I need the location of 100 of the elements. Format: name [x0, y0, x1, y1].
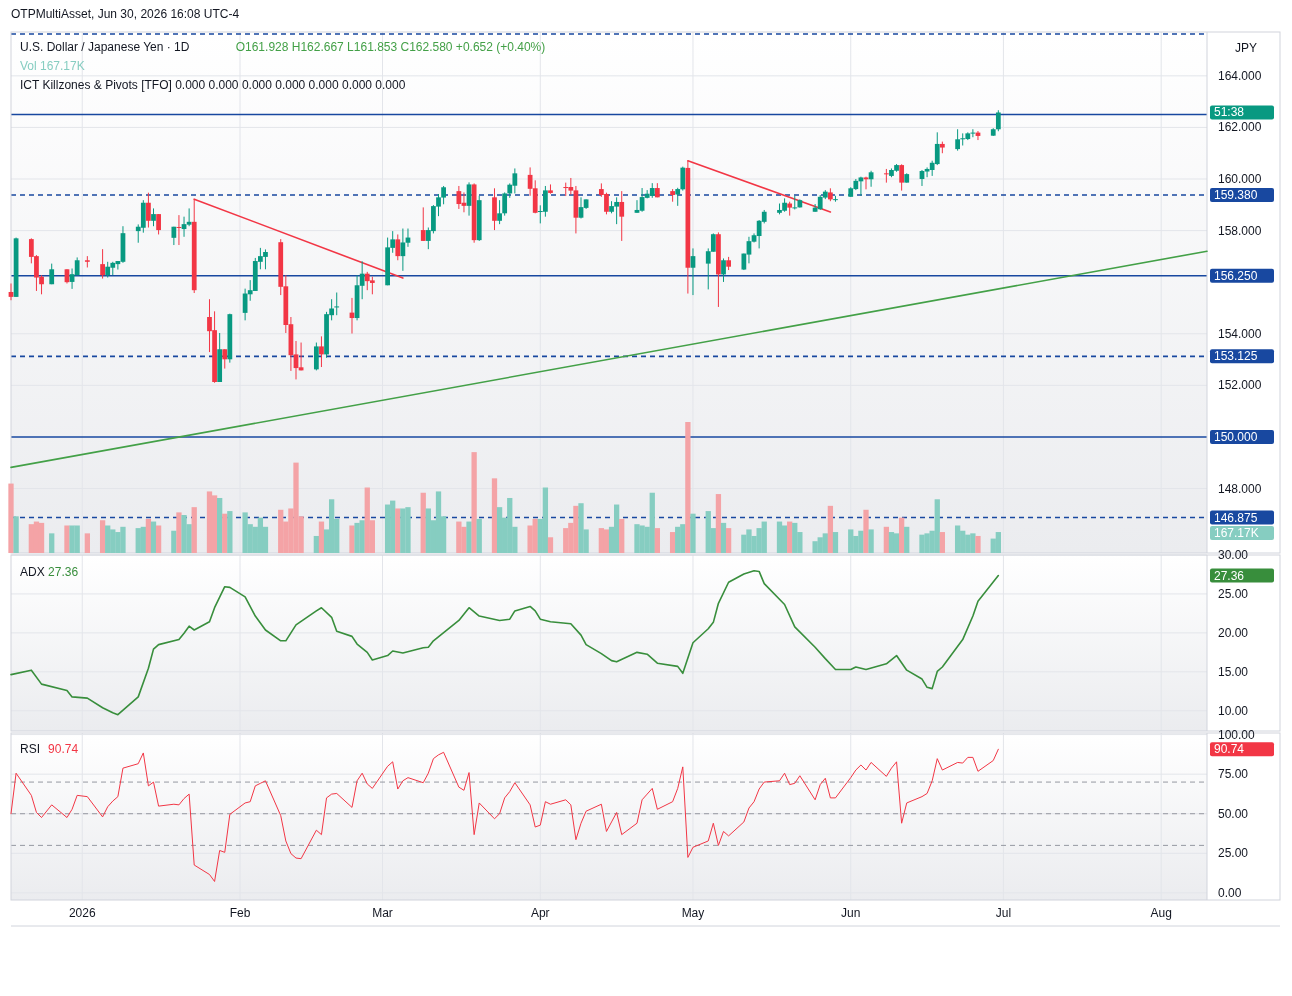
candlestick [563, 182, 569, 197]
candlestick [456, 185, 462, 210]
annotation: Vol 167.17K [20, 59, 85, 73]
bar [995, 532, 1001, 553]
ref-line-label: 159.380 [1214, 188, 1258, 203]
bar [868, 529, 874, 553]
y-tick-label: 100.00 [1218, 727, 1256, 742]
bar [613, 504, 620, 553]
bar [781, 525, 788, 553]
bar [84, 533, 90, 553]
bar [257, 517, 264, 553]
bar [8, 483, 14, 553]
y-tick-label: 160.000 [1218, 172, 1262, 187]
bar [496, 507, 503, 553]
bar [792, 522, 798, 553]
bar [598, 528, 605, 553]
candlestick [313, 342, 319, 371]
bar [649, 492, 655, 553]
y-tick-label: 162.000 [1218, 120, 1262, 135]
bar [863, 509, 869, 553]
bar [211, 495, 218, 553]
bar [787, 521, 793, 553]
bar [547, 537, 554, 553]
bar [395, 508, 401, 553]
text: 51:38 [1214, 105, 1245, 120]
y-tick-label: 0.00 [1218, 885, 1242, 900]
bar [191, 507, 197, 553]
text: RSI [20, 742, 41, 756]
y-tick-label: 75.00 [1218, 767, 1249, 782]
bar [934, 499, 940, 553]
ref-line-label: 156.250 [1214, 268, 1258, 283]
candlestick [883, 168, 889, 184]
bar [384, 504, 391, 553]
candlestick [680, 166, 686, 192]
bar [155, 525, 162, 553]
bar [848, 529, 854, 553]
candlestick [334, 292, 340, 316]
text: OTPMultiAsset, Jun 30, 2026 16:08 UTC-4 [11, 7, 240, 21]
bar [227, 511, 233, 553]
y-tick-label: 25.00 [1218, 586, 1249, 601]
annotation: 90.74 [48, 742, 79, 756]
y-tick-label: 164.000 [1218, 68, 1262, 83]
bar [222, 513, 228, 553]
y-tick-label: 10.00 [1218, 703, 1249, 718]
annotation: 27.36 [48, 565, 79, 579]
candlestick [400, 228, 406, 272]
bar [675, 526, 681, 553]
bar [456, 521, 462, 553]
candlestick [995, 109, 1001, 132]
candlestick [222, 348, 228, 370]
bar [619, 518, 625, 553]
bar [471, 452, 477, 553]
bar [140, 526, 146, 553]
bar [898, 517, 905, 553]
bar [669, 532, 676, 553]
bar [38, 522, 45, 553]
ref-line-label: 146.875 [1214, 510, 1258, 525]
bar [832, 532, 839, 553]
bar [145, 518, 152, 553]
bar [776, 521, 783, 553]
bar [105, 525, 111, 553]
x-tick-label: May [681, 906, 705, 920]
ref-line-label: 153.125 [1214, 349, 1258, 364]
candlestick [395, 233, 401, 261]
y-tick-label: 30.00 [1218, 548, 1249, 562]
candlestick [619, 190, 625, 242]
bar [476, 518, 482, 553]
candlestick [960, 132, 966, 146]
bar [99, 520, 106, 553]
bar [466, 521, 472, 553]
text: U.S. Dollar / Japanese Yen · 1D [20, 40, 190, 54]
bar [13, 516, 19, 553]
bar [893, 533, 900, 553]
annotation: ICT Killzones & Pivots [TFO] 0.000 0.000 0.000 0.000 0.000 0.000 0.000 [20, 78, 406, 92]
text: 90.74 [1214, 742, 1245, 757]
y-tick-label: 152.000 [1218, 378, 1262, 393]
bar [715, 494, 722, 553]
candlestick [420, 206, 426, 242]
bar [313, 535, 320, 553]
bar [217, 497, 223, 553]
bar [420, 492, 426, 553]
text: 27.36 [1214, 568, 1245, 583]
bar [49, 533, 55, 553]
bar [542, 487, 549, 553]
y-tick-label: 50.00 [1218, 806, 1249, 821]
text: ADX [20, 565, 45, 579]
candlestick [186, 207, 192, 227]
x-tick-label: 2026 [68, 906, 96, 920]
bar [725, 528, 732, 553]
candlestick [319, 335, 324, 368]
bar [206, 491, 213, 553]
bar [349, 525, 355, 553]
candlestick [156, 213, 161, 235]
candlestick [934, 131, 940, 166]
x-tick-label: Mar [372, 906, 393, 920]
y-tick-label: 158.000 [1218, 223, 1262, 238]
bar [491, 478, 498, 553]
candlestick [899, 163, 905, 192]
bar [827, 505, 834, 553]
x-tick-label: Jun [841, 906, 861, 920]
